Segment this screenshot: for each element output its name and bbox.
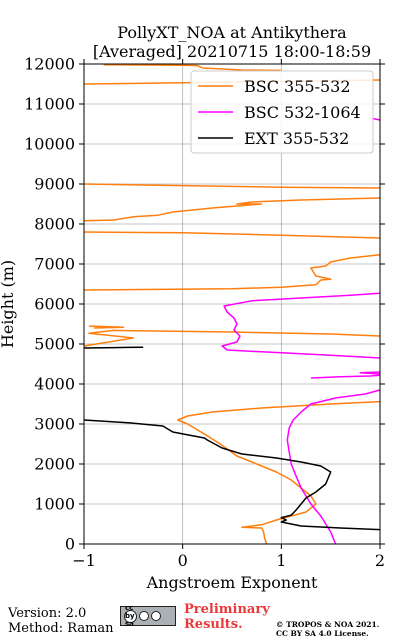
x-tick-label: 2 <box>375 551 385 570</box>
version-text: Version: 2.0 <box>8 606 87 621</box>
y-tick-label: 8000 <box>34 215 75 234</box>
chart-title-line2: [Averaged] 20210715 18:00-18:59 <box>93 42 371 61</box>
y-tick-label: 5000 <box>34 335 75 354</box>
y-tick-label: 0 <box>65 535 75 554</box>
series-line-bsc-355-532 <box>176 400 381 545</box>
y-tick-label: 2000 <box>34 455 75 474</box>
preliminary-line1: Preliminary <box>184 602 270 617</box>
axis-ticks: −1 0 1 201000200030004000500060007000800090… <box>24 55 385 571</box>
y-tick-label: 10000 <box>24 135 75 154</box>
legend-box <box>190 70 374 154</box>
chart-title-line1: PollyXT_NOA at Antikythera <box>117 23 347 42</box>
series-line-bsc-532-1064 <box>221 292 381 359</box>
y-tick-label: 9000 <box>34 175 75 194</box>
series-line-bsc-355-532 <box>88 325 125 329</box>
cc-license-badge: cc by sa <box>120 604 176 628</box>
cc-icon: cc by sa <box>124 604 137 628</box>
legend-label-bsc-355-532: BSC 355-532 <box>244 77 351 96</box>
y-axis-label: Height (m) <box>0 260 17 348</box>
y-tick-label: 1000 <box>34 495 75 514</box>
copyright-note: © TROPOS & NOA 2021. CC BY SA 4.0 Licens… <box>276 620 379 638</box>
series-line-bsc-355-532 <box>83 329 381 347</box>
series-line-bsc-532-1064 <box>359 371 381 375</box>
series-line-bsc-355-532 <box>83 231 381 239</box>
legend-label-bsc-532-1064: BSC 532-1064 <box>244 103 361 122</box>
preliminary-line2: Results. <box>184 617 243 632</box>
method-text: Method: Raman <box>8 621 114 636</box>
x-axis-label: Angstroem Exponent <box>146 573 318 592</box>
by-icon <box>139 611 149 621</box>
y-tick-label: 3000 <box>34 415 75 434</box>
series-line-bsc-532-1064 <box>310 374 381 379</box>
chart-figure: PollyXT_NOA at Antikythera [Averaged] 20… <box>0 23 385 592</box>
y-tick-label: 12000 <box>24 55 75 74</box>
x-tick-label: −1 <box>72 551 96 570</box>
series-line-ext-355-532 <box>83 419 381 531</box>
series-line-bsc-355-532 <box>83 254 381 291</box>
legend-label-ext-355-532: EXT 355-532 <box>244 129 349 148</box>
series-line-bsc-355-532 <box>103 64 282 72</box>
legend: BSC 355-532 BSC 532-1064 EXT 355-532 <box>190 70 374 154</box>
x-tick-label: 0 <box>178 551 188 570</box>
preliminary-results-note: Preliminary Results. <box>184 602 270 632</box>
series-line-bsc-355-532 <box>83 183 381 189</box>
y-tick-label: 6000 <box>34 295 75 314</box>
series-line-bsc-355-532 <box>83 197 381 222</box>
sa-icon <box>151 611 161 621</box>
series-line-ext-355-532 <box>83 346 144 349</box>
copyright-line1: © TROPOS & NOA 2021. <box>276 620 380 629</box>
series-line-bsc-532-1064 <box>286 389 381 545</box>
y-tick-label: 4000 <box>34 375 75 394</box>
y-tick-label: 11000 <box>24 95 75 114</box>
y-tick-label: 7000 <box>34 255 75 274</box>
copyright-line2: CC BY SA 4.0 License. <box>276 629 369 638</box>
x-tick-label: 1 <box>276 551 286 570</box>
